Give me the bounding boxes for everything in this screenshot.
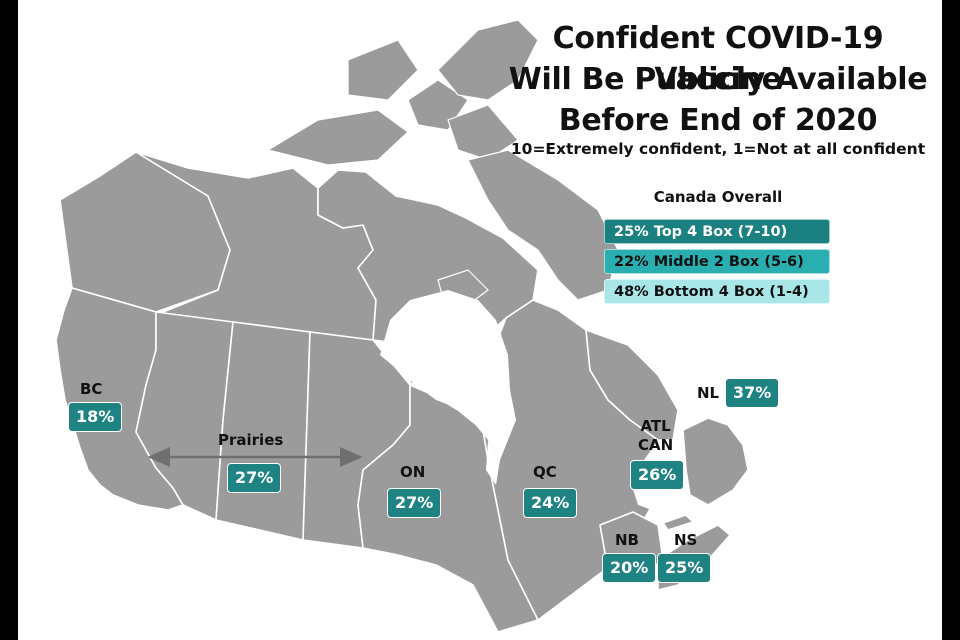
title-line-1: Confident COVID-19 Vaccine — [552, 21, 884, 97]
value-badge-ns: 25% — [657, 553, 712, 583]
canada-map — [55, 19, 749, 633]
value-badge-nb: 20% — [602, 553, 657, 583]
title-line-3: Before End of 2020 — [558, 103, 878, 138]
region-label-nb: NB — [615, 531, 639, 549]
pei-shape — [662, 514, 694, 531]
legend-title: Canada Overall — [653, 188, 783, 206]
arctic-island-shape — [447, 104, 519, 161]
map-canvas: Confident COVID-19 Vaccine Will Be Publi… — [18, 0, 942, 640]
region-label-prairies: Prairies — [218, 431, 284, 449]
baffin-island-shape — [467, 149, 619, 301]
value-badge-prairies: 27% — [227, 463, 282, 493]
subtitle: 10=Extremely confident, 1=Not at all con… — [510, 140, 926, 158]
region-label-bc: BC — [80, 380, 103, 398]
newfoundland-shape — [682, 417, 749, 506]
value-badge-bc: 18% — [68, 402, 123, 432]
hudson-bay — [380, 290, 516, 460]
value-badge-nl: 37% — [725, 378, 780, 408]
legend-item-top-box: 25% Top 4 Box (7-10) — [604, 219, 830, 244]
arctic-island-shape — [266, 109, 409, 166]
value-badge-qc: 24% — [523, 488, 578, 518]
arctic-island-shape — [347, 39, 419, 101]
value-badge-atl-can: 26% — [630, 460, 685, 490]
james-bay — [486, 440, 500, 485]
legend-item-bottom-box: 48% Bottom 4 Box (1-4) — [604, 279, 830, 304]
value-badge-on: 27% — [387, 488, 442, 518]
legend-item-middle-box: 22% Middle 2 Box (5-6) — [604, 249, 830, 274]
region-label-atl-can: ATL CAN — [638, 417, 674, 454]
region-label-nl: NL — [697, 384, 720, 402]
region-label-on: ON — [400, 463, 426, 481]
title-line-2: Will Be Publicly Available — [508, 62, 928, 97]
ellesmere-island-shape — [437, 19, 539, 101]
region-label-ns: NS — [674, 531, 698, 549]
region-label-qc: QC — [533, 463, 557, 481]
